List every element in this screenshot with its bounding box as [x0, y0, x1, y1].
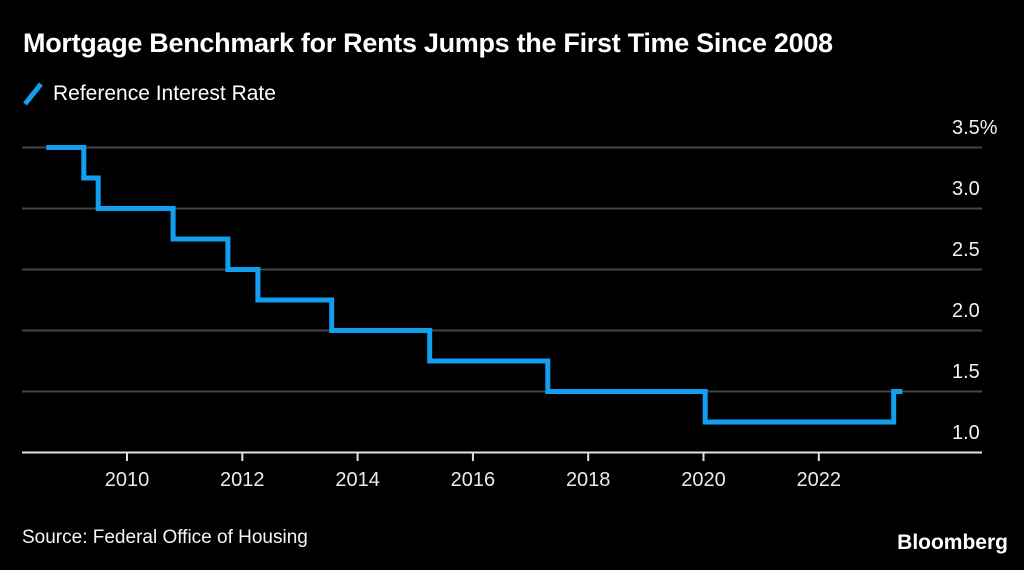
x-axis-label: 2014 — [335, 469, 380, 491]
source-note: Source: Federal Office of Housing — [22, 527, 308, 548]
legend: Reference Interest Rate — [22, 82, 276, 106]
bloomberg-logo: Bloomberg — [897, 531, 1008, 554]
x-axis-label: 2016 — [450, 469, 496, 491]
y-axis-label: 1.0 — [952, 421, 980, 444]
x-axis-label: 2012 — [220, 469, 265, 491]
y-axis-label: 1.5 — [952, 360, 980, 383]
x-axis-label: 2010 — [104, 469, 150, 491]
y-axis-label: 3.5% — [952, 116, 998, 139]
y-axis-label: 3.0 — [952, 177, 980, 200]
x-axis-label: 2018 — [565, 469, 611, 491]
x-axis-label: 2022 — [796, 469, 842, 491]
x-axis-label: 2020 — [681, 469, 726, 491]
line-series-icon — [23, 82, 43, 106]
legend-label: Reference Interest Rate — [53, 82, 276, 105]
y-axis-label: 2.0 — [952, 299, 980, 322]
chart-title: Mortgage Benchmark for Rents Jumps the F… — [23, 28, 833, 58]
y-axis-label: 2.5 — [952, 238, 980, 261]
